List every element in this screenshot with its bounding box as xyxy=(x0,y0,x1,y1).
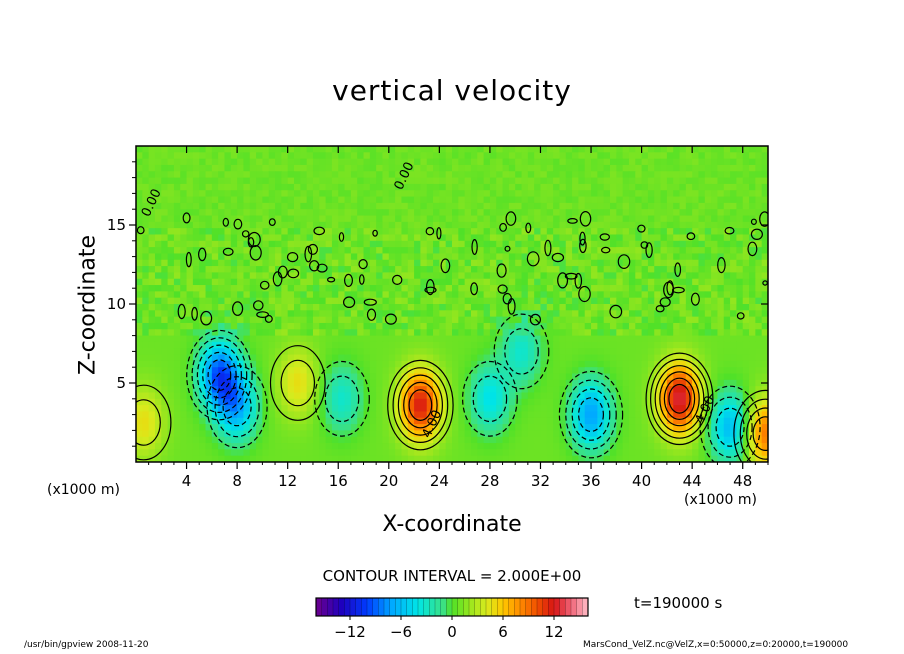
footer-left: /usr/bin/gpview 2008-11-20 xyxy=(24,640,149,650)
time-label: t=190000 s xyxy=(634,594,723,612)
footer-right: MarsCond_VelZ.nc@VelZ,x=0:50000,z=0:2000… xyxy=(583,640,849,650)
y-axis: 5 10 15 xyxy=(107,161,768,447)
x-axis-label: X-coordinate xyxy=(382,512,522,537)
colorbar-tick-label: 0 xyxy=(447,623,457,641)
plot-area xyxy=(136,146,768,462)
y-tick-label: 15 xyxy=(107,216,126,234)
x-tick-label: 4 xyxy=(182,472,192,490)
x-tick-label: 16 xyxy=(329,472,348,490)
x-tick-label: 12 xyxy=(278,472,297,490)
colorbar: −12 −6 0 6 12 xyxy=(315,597,589,641)
x-tick-label: 20 xyxy=(379,472,398,490)
x-unit-right: (x1000 m) xyxy=(684,492,757,508)
x-axis: 4 8 12 16 20 24 28 32 36 40 44 48 xyxy=(148,146,769,490)
colorbar-tick-label: 6 xyxy=(498,623,508,641)
y-tick-label: 5 xyxy=(116,374,126,392)
x-tick-label: 40 xyxy=(632,472,651,490)
upper-contour-cells xyxy=(136,211,768,326)
contour-lines xyxy=(136,313,768,462)
x-tick-label: 24 xyxy=(430,472,449,490)
x-tick-label: 48 xyxy=(733,472,752,490)
chart-title: vertical velocity xyxy=(332,74,572,107)
x-unit-left: (x1000 m) xyxy=(47,482,120,498)
x-tick-label: 32 xyxy=(531,472,550,490)
x-tick-label: 44 xyxy=(683,472,702,490)
colorbar-tick-label: −6 xyxy=(390,623,412,641)
x-tick-label: 28 xyxy=(480,472,499,490)
x-tick-label: 8 xyxy=(232,472,242,490)
x-tick-label: 36 xyxy=(581,472,600,490)
colorbar-tick-label: −12 xyxy=(334,623,366,641)
y-axis-label: Z-coordinate xyxy=(75,235,101,375)
contour-interval: CONTOUR INTERVAL = 2.000E+00 xyxy=(322,567,582,585)
colorbar-tick-label: 12 xyxy=(544,623,563,641)
y-tick-label: 10 xyxy=(107,295,126,313)
